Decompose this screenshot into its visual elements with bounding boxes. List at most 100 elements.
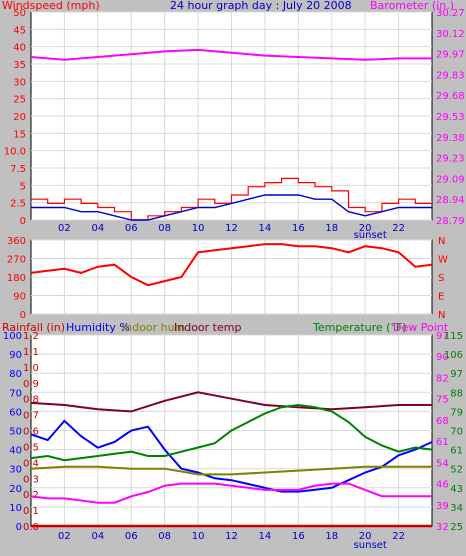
x-tick-label: 20 <box>359 223 372 234</box>
rain-tick-label: 0.0 <box>23 522 39 533</box>
humidity-tick-label: 60 <box>9 407 22 418</box>
x-tick-label: 12 <box>225 223 238 234</box>
dew-tick-label: 46 <box>436 480 449 491</box>
baro-tick-label: 29.38 <box>436 133 465 144</box>
dew-point-line <box>30 482 432 504</box>
wind-tick-label: 35 <box>13 60 26 71</box>
windspeed-line <box>31 177 432 221</box>
temp-tick-label: 43 <box>450 484 463 495</box>
x-tick-label: 14 <box>259 223 272 234</box>
humidity-line <box>30 419 433 493</box>
humidity-tick-label: 70 <box>9 388 22 399</box>
compass-label: W <box>438 255 448 266</box>
humidity-tick-label: 80 <box>9 369 22 380</box>
temp-tick-label: 52 <box>450 465 463 476</box>
compass-label: S <box>438 273 444 284</box>
humidity-tick-label: 0 <box>16 522 22 533</box>
humidity-tick-label: 50 <box>9 427 22 438</box>
baro-tick-label: 28.94 <box>436 195 465 206</box>
baro-tick-label: 28.79 <box>436 216 465 227</box>
dew-tick-label: 68 <box>436 416 449 427</box>
rain-tick-label: 0.6 <box>23 427 39 438</box>
temp-tick-label: 97 <box>450 369 463 380</box>
temp-tick-label: 79 <box>450 407 463 418</box>
compass-label: E <box>438 292 444 303</box>
wind-tick-label: 30 <box>13 77 26 88</box>
indoor-temp-line <box>30 391 432 413</box>
wind-tick-label: 0 <box>20 216 26 227</box>
rain-tick-label: 0.7 <box>23 411 39 422</box>
wind-tick-label: 45 <box>13 25 26 36</box>
rain-tick-label: 0.5 <box>23 442 39 453</box>
x-tick-label: 18 <box>325 531 338 542</box>
x-tick-label: 02 <box>58 531 71 542</box>
x-tick-label: 10 <box>192 531 205 542</box>
graph-title: 24 hour graph day : July 20 2008 <box>170 0 352 12</box>
wind-tick-label: 7.5 <box>10 164 26 175</box>
baro-tick-label: 29.83 <box>436 70 465 81</box>
wind-tick-label: 5 <box>20 181 26 192</box>
humidity-title: Humidity % <box>66 321 130 334</box>
temp-tick-label: 25 <box>450 522 463 533</box>
wind-tick-label: 2.5 <box>10 199 26 210</box>
x-tick-label: 10 <box>192 223 205 234</box>
humidity-tick-label: 30 <box>9 465 22 476</box>
temperature-line <box>30 403 433 462</box>
direction-line <box>30 243 433 287</box>
rain-tick-label: 1.1 <box>23 347 39 358</box>
x-tick-label: 22 <box>392 531 405 542</box>
temperature-title: Temperature (°F) <box>312 321 407 334</box>
x-tick-label: 08 <box>158 223 171 234</box>
barometer-title: Barometer (in.) <box>370 0 454 12</box>
baro-tick-label: 29.68 <box>436 91 465 102</box>
wind-tick-label: 40 <box>13 43 26 54</box>
windspeed-title: Windspeed (mph) <box>2 0 100 12</box>
wind-tick-label: 20 <box>13 112 26 123</box>
compass-label: N <box>438 236 445 247</box>
humidity-tick-label: 40 <box>9 446 22 457</box>
wind-avg-line <box>31 194 432 221</box>
x-tick-label: 12 <box>225 531 238 542</box>
rain-tick-label: 0.3 <box>23 474 39 485</box>
x-tick-label: 18 <box>325 223 338 234</box>
x-tick-label: 02 <box>58 223 71 234</box>
x-tick-label: 04 <box>91 223 104 234</box>
rain-tick-label: 1.0 <box>23 363 39 374</box>
dew-tick-label: 54 <box>436 458 449 469</box>
dew-tick-label: 75 <box>436 395 449 406</box>
x-tick-label: 06 <box>125 223 138 234</box>
baro-tick-label: 29.23 <box>436 154 465 165</box>
dew-tick-label: 32 <box>436 522 449 533</box>
direction-tick-label: 90 <box>13 292 26 303</box>
sunset-label: sunset <box>354 230 387 241</box>
humidity-tick-label: 20 <box>9 484 22 495</box>
dew-tick-label: 82 <box>436 373 449 384</box>
temp-tick-label: 106 <box>444 350 463 361</box>
baro-tick-label: 30.27 <box>436 8 465 19</box>
humidity-tick-label: 90 <box>9 350 22 361</box>
x-tick-label: 22 <box>392 223 405 234</box>
indoor-hum-title: Indoor hum <box>122 321 185 334</box>
rain-tick-label: 0.4 <box>23 458 39 469</box>
wind-tick-label: 50 <box>13 8 26 19</box>
humidity-tick-label: 100 <box>3 331 22 342</box>
rain-tick-label: 0.2 <box>23 490 39 501</box>
baro-tick-label: 29.53 <box>436 112 465 123</box>
compass-label: N <box>438 310 445 321</box>
rain-tick-label: 0.8 <box>23 395 39 406</box>
dew-tick-label: 97 <box>436 331 449 342</box>
indoor-hum-line <box>30 465 432 476</box>
barometer-line <box>30 48 432 61</box>
direction-tick-label: 270 <box>7 255 26 266</box>
temp-tick-label: 88 <box>450 388 463 399</box>
rain-tick-label: 0.9 <box>23 379 39 390</box>
temp-tick-label: 70 <box>450 427 463 438</box>
direction-tick-label: 0 <box>20 310 26 321</box>
sunset-label: sunset <box>354 540 387 551</box>
dew-tick-label: 39 <box>436 501 449 512</box>
wind-tick-label: 10.0 <box>4 147 26 158</box>
rain-tick-label: 1.2 <box>23 331 39 342</box>
temp-tick-label: 61 <box>450 446 463 457</box>
baro-tick-label: 29.09 <box>436 174 465 185</box>
